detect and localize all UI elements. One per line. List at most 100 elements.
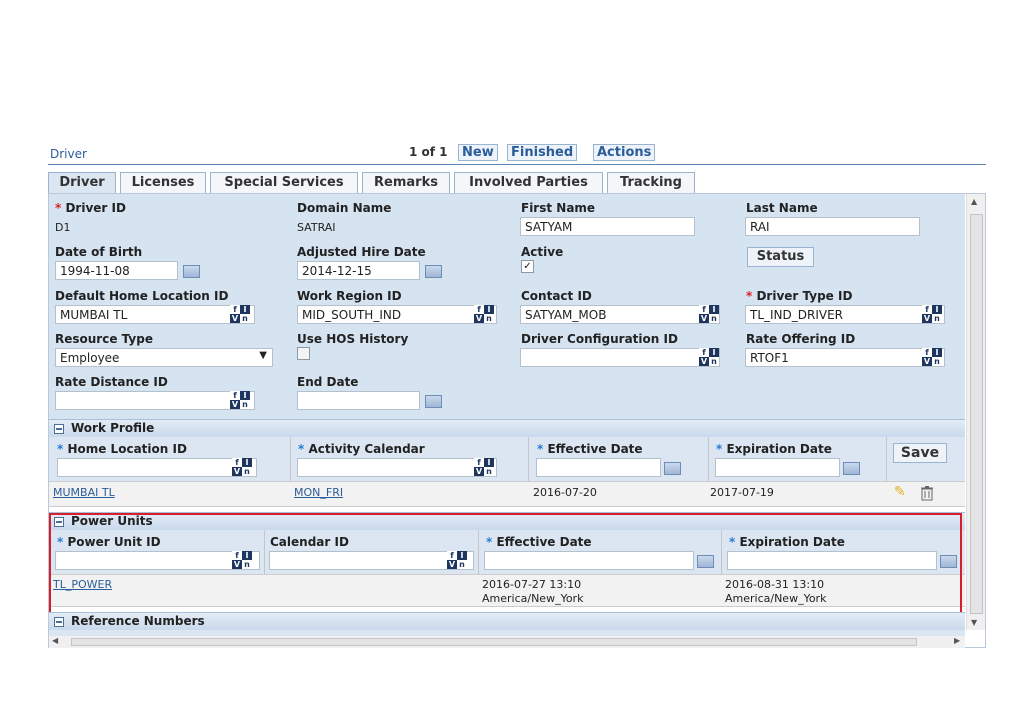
finished-button[interactable]: Finished bbox=[507, 144, 578, 161]
pager-text: 1 of 1 bbox=[409, 145, 448, 159]
last-name-input[interactable]: RAI bbox=[745, 217, 920, 236]
wp-home-link[interactable]: MUMBAI TL bbox=[53, 486, 115, 499]
calendar-icon[interactable] bbox=[425, 395, 442, 408]
vertical-scroll-thumb[interactable] bbox=[970, 214, 983, 614]
home-location-input[interactable]: MUMBAI TL bbox=[55, 305, 255, 324]
tab-remarks[interactable]: Remarks bbox=[362, 172, 450, 194]
divider bbox=[264, 530, 265, 606]
divider bbox=[478, 530, 479, 606]
status-button[interactable]: Status bbox=[747, 247, 814, 267]
rate-distance-label: Rate Distance ID bbox=[55, 375, 168, 389]
active-checkbox[interactable]: ✓ bbox=[521, 260, 534, 273]
reference-filter-row bbox=[49, 630, 965, 636]
calendar-icon[interactable] bbox=[940, 555, 957, 568]
wp-calendar-filter[interactable] bbox=[297, 458, 497, 477]
calendar-icon[interactable] bbox=[664, 462, 681, 475]
pu-effective-date: 2016-07-27 13:10 bbox=[482, 578, 582, 591]
wp-effective-value: 2016-07-20 bbox=[533, 486, 597, 499]
tab-tracking[interactable]: Tracking bbox=[607, 172, 695, 194]
chevron-down-icon: ▼ bbox=[259, 350, 267, 361]
wp-home-filter[interactable] bbox=[57, 458, 257, 477]
pu-col-calendar: Calendar ID bbox=[270, 535, 349, 549]
wp-calendar-link[interactable]: MON_FRI bbox=[294, 486, 344, 499]
new-button[interactable]: New bbox=[458, 144, 498, 161]
rate-distance-input[interactable] bbox=[55, 391, 255, 410]
driver-config-input[interactable] bbox=[520, 348, 720, 367]
wp-effective-filter[interactable] bbox=[536, 458, 661, 477]
adjusted-hire-input[interactable]: 2014-12-15 bbox=[297, 261, 420, 280]
calendar-icon[interactable] bbox=[425, 265, 442, 278]
pu-col-effective: * Effective Date bbox=[486, 535, 592, 549]
resource-type-value: Employee bbox=[60, 351, 120, 365]
actions-button[interactable]: Actions bbox=[593, 144, 656, 161]
pu-effective-filter[interactable] bbox=[484, 551, 694, 570]
dob-input[interactable]: 1994-11-08 bbox=[55, 261, 178, 280]
wp-expiration-filter[interactable] bbox=[715, 458, 840, 477]
collapse-icon[interactable] bbox=[54, 424, 64, 434]
resource-type-label: Resource Type bbox=[55, 332, 153, 346]
end-date-input[interactable] bbox=[297, 391, 420, 410]
first-name-input[interactable]: SATYAM bbox=[520, 217, 695, 236]
work-profile-header[interactable]: Work Profile bbox=[49, 419, 965, 437]
edit-icon[interactable]: ✎ bbox=[894, 484, 906, 500]
calendar-icon[interactable] bbox=[183, 265, 200, 278]
scroll-down-icon[interactable]: ▼ bbox=[971, 618, 978, 627]
pu-unit-link[interactable]: TL_POWER bbox=[53, 578, 113, 591]
pu-col-expiration: * Expiration Date bbox=[729, 535, 845, 549]
pu-expiration-filter[interactable] bbox=[727, 551, 937, 570]
dob-label: Date of Birth bbox=[55, 245, 143, 259]
rate-offering-label: Rate Offering ID bbox=[746, 332, 856, 346]
tab-special-services[interactable]: Special Services bbox=[210, 172, 358, 194]
first-name-label: First Name bbox=[521, 201, 596, 215]
work-region-input[interactable]: MID_SOUTH_IND bbox=[297, 305, 497, 324]
contact-id-input[interactable]: SATYAM_MOB bbox=[520, 305, 720, 324]
use-hos-checkbox[interactable] bbox=[297, 347, 310, 360]
collapse-icon[interactable] bbox=[54, 517, 64, 527]
domain-name-value: SATRAI bbox=[297, 221, 336, 234]
end-date-label: End Date bbox=[297, 375, 359, 389]
use-hos-label: Use HOS History bbox=[297, 332, 409, 346]
pu-unit-filter[interactable] bbox=[55, 551, 260, 570]
horizontal-scrollbar[interactable]: ◀ ▶ bbox=[49, 636, 965, 648]
work-profile-title: Work Profile bbox=[71, 421, 155, 435]
trash-icon[interactable] bbox=[920, 485, 934, 501]
reference-numbers-header[interactable]: Reference Numbers bbox=[49, 612, 965, 630]
driver-type-input[interactable]: TL_IND_DRIVER bbox=[745, 305, 945, 324]
save-button[interactable]: Save bbox=[893, 443, 947, 463]
work-region-label: Work Region ID bbox=[297, 289, 402, 303]
pu-col-unit: * Power Unit ID bbox=[57, 535, 161, 549]
vertical-scrollbar[interactable]: ▲ ▼ bbox=[966, 194, 985, 630]
adjusted-hire-label: Adjusted Hire Date bbox=[297, 245, 426, 259]
tab-involved-parties[interactable]: Involved Parties bbox=[454, 172, 603, 194]
scroll-up-icon[interactable]: ▲ bbox=[971, 197, 978, 206]
horizontal-scroll-thumb[interactable] bbox=[71, 638, 917, 646]
pu-calendar-filter[interactable] bbox=[269, 551, 474, 570]
pu-expiration-date: 2016-08-31 13:10 bbox=[725, 578, 825, 591]
calendar-icon[interactable] bbox=[697, 555, 714, 568]
wp-col-home: * Home Location ID bbox=[57, 442, 187, 456]
resource-type-select[interactable]: Employee ▼ bbox=[55, 348, 273, 367]
power-units-header[interactable]: Power Units bbox=[49, 512, 965, 530]
scroll-right-icon[interactable]: ▶ bbox=[954, 636, 961, 645]
power-units-title: Power Units bbox=[71, 514, 153, 528]
rate-offering-input[interactable]: RTOF1 bbox=[745, 348, 945, 367]
collapse-icon[interactable] bbox=[54, 617, 64, 627]
tab-driver[interactable]: Driver bbox=[48, 172, 116, 194]
divider bbox=[708, 437, 709, 507]
wp-col-calendar: * Activity Calendar bbox=[298, 442, 425, 456]
tab-licenses[interactable]: Licenses bbox=[120, 172, 206, 194]
calendar-icon[interactable] bbox=[843, 462, 860, 475]
scroll-left-icon[interactable]: ◀ bbox=[52, 636, 59, 645]
pu-expiration-tz: America/New_York bbox=[725, 592, 827, 605]
